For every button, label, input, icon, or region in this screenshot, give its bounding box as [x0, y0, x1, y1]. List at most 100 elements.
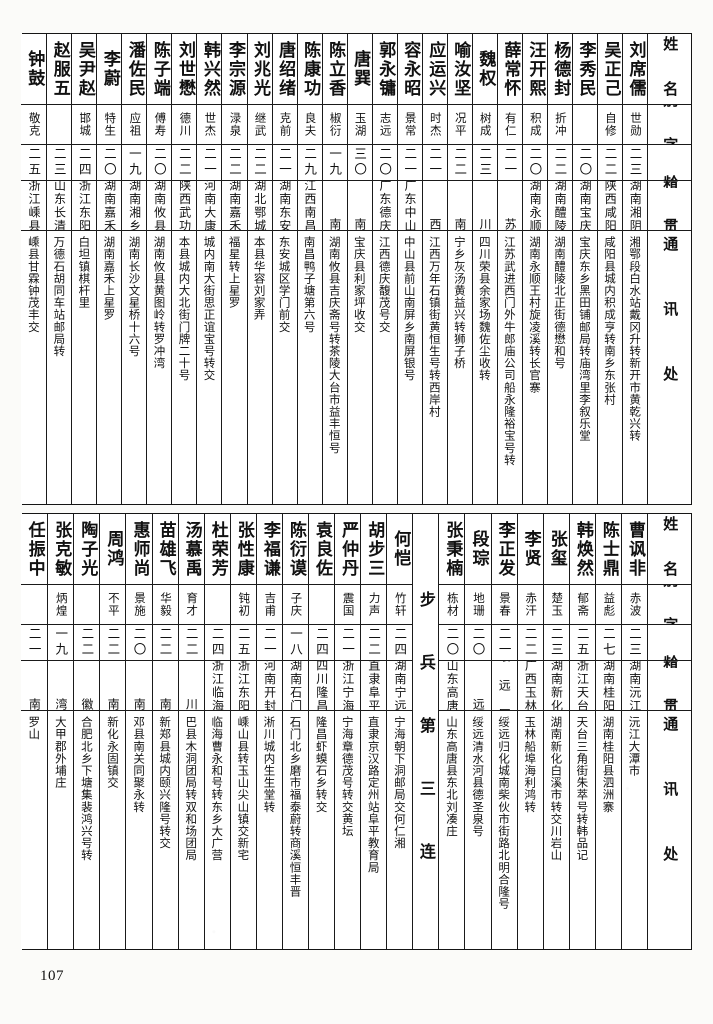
- roster-entry[interactable]: 张克敏 炳煌 一九台 湾大甲郡外埔庄: [47, 514, 74, 949]
- roster-entry[interactable]: 汤慕禹 育才 二二四 川巴县木洞团局转双和场团局: [177, 514, 204, 949]
- entry-alias-text: 傅寿: [153, 112, 168, 137]
- roster-entry[interactable]: 唐绍绪 克前 二一 湖南东安 东安城区学门前交: [271, 34, 297, 504]
- entry-address-text: 湘鄂段白水站戴冈升转新开市黄乾兴转: [628, 236, 643, 442]
- roster-entry[interactable]: 严仲丹 震国 二一 浙江宁海 宁海章德茂号转交黄坛: [334, 514, 361, 949]
- entry-name: 陈子端: [147, 34, 172, 105]
- entry-address: 湖南醴陵北正街德懋和号: [548, 231, 572, 504]
- entry-address-text: 邓县南关同聚永转: [132, 716, 147, 813]
- roster-entry[interactable]: 陶子光 二二安 徽合肥北乡下塘集裴鸿兴号转: [73, 514, 100, 949]
- roster-entry[interactable]: 李秀民 二〇 湖南宝庆 宝庆东乡黑田铺邮局转庙湾里李叙乐堂: [571, 34, 597, 504]
- entry-address-text: 大甲郡外埔庄: [53, 716, 68, 789]
- entry-name: 钟鼓: [21, 34, 47, 105]
- entry-place-text: 河南开封: [262, 661, 277, 711]
- entry-address: 宁海朝下洞邮局交何仁湘: [387, 711, 412, 949]
- roster-entry[interactable]: 刘兆光 继武 二二 湖北鄂城 本县华容刘家弄: [246, 34, 272, 504]
- roster-entry[interactable]: 惠师尚 景施 二〇河 南邓县南关同聚永转: [125, 514, 152, 949]
- entry-name: 段琮: [465, 514, 491, 585]
- entry-alias-text: 良夫: [303, 112, 318, 137]
- entry-place-text: 绥 远 区: [497, 661, 512, 711]
- roster-entry[interactable]: 苗雄飞 华毅 二二河 南新郑县城内颐兴隆号转交: [151, 514, 178, 949]
- entry-age-text: 二〇: [444, 627, 460, 658]
- entry-alias-text: 克前: [278, 112, 293, 137]
- entry-address-text: 江西德庆馥茂号交: [377, 236, 392, 333]
- roster-entry[interactable]: 陈立香 椒衍 一九湖 南湖南攸县吉庆斋号转茶陵大台市益丰恒号: [321, 34, 347, 504]
- roster-entry[interactable]: 吴正己 自修 二二 陕西咸阳 咸阳县城内积成亨转南乡东张村: [596, 34, 622, 504]
- entry-age: 二〇: [97, 145, 122, 181]
- header-address: 通 讯 处: [648, 231, 691, 504]
- roster-entry[interactable]: 杨德封 折冲 二二 湖南醴陵 湖南醴陵北正街德懋和号: [546, 34, 572, 504]
- roster-entry[interactable]: 韩兴然 世杰 二一 河南大康 城内南大街思正谊宝号转交: [196, 34, 222, 504]
- entry-name: 严仲丹: [335, 514, 361, 585]
- entry-age-text: 二三: [477, 147, 493, 178]
- entry-alias-text: 栋材: [445, 592, 460, 617]
- roster-entry[interactable]: 李宗源 渌泉 二二 湖南嘉禾 福星转上星罗: [221, 34, 247, 504]
- entry-address: 石门北乡磨市福泰蔚转商溪恒丰晋: [283, 711, 308, 949]
- entry-age-text: 二一: [201, 147, 217, 178]
- entry-address: 东安城区学门前交: [273, 231, 297, 504]
- entry-address: 南昌鸭子塘第六号: [298, 231, 322, 504]
- roster-entry[interactable]: 任振中 二一河 南罗山: [21, 514, 48, 949]
- entry-name-text: 李秀民: [575, 40, 596, 98]
- entry-place-text: 湖南湘乡: [127, 181, 142, 231]
- roster-entry[interactable]: 钟鼓 敬克 二五 浙江嵊县 嵊县甘霖钟茂丰交: [21, 34, 47, 504]
- entry-place-text: 湖北鄂城: [252, 181, 267, 231]
- roster-entry[interactable]: 段琮 地珊 二〇绥 远绥远清水河县德圣泉号: [464, 514, 491, 949]
- entry-place: 湖南东安: [272, 181, 297, 231]
- roster-entry[interactable]: 韩焕然 郁斋 二五 浙江天台 天台三角街朱萃号转韩品记: [568, 514, 595, 949]
- roster-entry[interactable]: 周鸿 不平 二二湖 南新化永固镇交: [99, 514, 126, 949]
- entry-address: 宁海章德茂号转交黄坛: [335, 711, 360, 949]
- roster-entry[interactable]: 薛常怀 有仁 二一江 苏江苏武进西门外牛郎庙公司船永隆裕宝号转: [496, 34, 522, 504]
- entry-age-text: 二一: [26, 627, 42, 658]
- entry-address-text: 南昌鸭子塘第六号: [302, 236, 317, 333]
- roster-entry[interactable]: 张性康 钝初 二五 浙江东阳 嵊山县转玉山尖山镇交新宅: [229, 514, 256, 949]
- roster-entry[interactable]: 潘佐民 应祖 一九 湖南湘乡 湖南长沙文星桥十六号: [121, 34, 147, 504]
- roster-entry[interactable]: 曹讽非 赤波 二三 湖南沅江 沅江大潭市: [620, 514, 647, 949]
- roster-entry[interactable]: 陈康功 良夫 二九 江西南昌 南昌鸭子塘第六号: [296, 34, 322, 504]
- roster-entry[interactable]: 张秉楠 栋材 二〇 山东高唐 山东高唐县东北刘凑庄: [438, 514, 465, 949]
- roster-entry[interactable]: 容永昭 景常 二一 广东中山 中山县前山南屏乡南屏银号: [396, 34, 422, 504]
- roster-entry[interactable]: 喻汝坚 况平 二二湖 南宁乡灰汤黄益兴转狮子桥: [446, 34, 472, 504]
- entry-name-text: 何恺: [390, 530, 411, 568]
- roster-entry[interactable]: 刘世懋 德川 二二 陕西武功 本县城内大北街门牌二十号: [171, 34, 197, 504]
- entry-name-text: 苗雄飞: [155, 520, 176, 578]
- roster-entry[interactable]: 李正发 景春 二一绥 远 区绥远归化城南柴伙市街路北明合隆号: [490, 514, 517, 949]
- roster-entry[interactable]: 李福谦 吉甫 二一 河南开封 淅川城内生生堂转: [255, 514, 282, 949]
- entry-address-text: 白坦镇棋杆里: [77, 236, 92, 309]
- roster-entry[interactable]: 刘席儒 世勋 二三 湖南湘阴 湘鄂段白水站戴冈升转新开市黄乾兴转: [621, 34, 647, 504]
- roster-entry[interactable]: 李蔚 特生 二〇 湖南嘉禾 湖南嘉禾上星罗: [96, 34, 122, 504]
- roster-entry[interactable]: 魏权 树成 二三四 川四川荣县余家场魏佐尘收转: [471, 34, 497, 504]
- entry-age-text: 二二: [602, 147, 618, 178]
- roster-entry[interactable]: 陈士鼎 益彪 二七 湖南桂阳 湖南桂阳县泗洲寨: [594, 514, 621, 949]
- roster-entry[interactable]: 赵服五 二三 山东长清 万德石胡同车站邮局转: [46, 34, 72, 504]
- entry-address-text: 临海曹永和号转东乡大广营: [210, 716, 225, 862]
- roster-table-top: 姓 名别 字年 龄籍 贯通 讯 处刘席儒 世勋 二三 湖南湘阴 湘鄂段白水站戴冈升转新开…: [21, 33, 692, 505]
- roster-entry[interactable]: 汪开熙 积成 二〇 湖南永顺 湖南永顺王村旋凌溪转长官寨: [521, 34, 547, 504]
- roster-entry[interactable]: 胡步三 力声 二二 直隶阜平 直隶京汉路定州站阜平教育局: [360, 514, 387, 949]
- roster-entry[interactable]: 吴尹赵 邯城 二四 浙江东阳 白坦镇棋杆里: [71, 34, 97, 504]
- roster-entry[interactable]: 何恺 竹轩 二四 湖南宁远 宁海朝下洞邮局交何仁湘: [386, 514, 413, 949]
- roster-entry[interactable]: 杜荣芳 二四 浙江临海 临海曹永和号转东乡大广营: [203, 514, 230, 949]
- entry-name-text: 袁良佐: [312, 520, 333, 578]
- roster-entry[interactable]: 李贤 赤汗 二二 广西玉林 玉林船埠海利鸿转: [516, 514, 543, 949]
- entry-address-text: 宁海朝下洞邮局交何仁湘: [392, 716, 407, 850]
- entry-place-text: 台 湾: [53, 661, 68, 711]
- roster-entry[interactable]: 应运兴 时杰 二一江 西江西万年石镇街黄恒生号转西岸村: [421, 34, 447, 504]
- entry-alias: 不平: [100, 585, 126, 625]
- roster-entry[interactable]: 郭永镛 志远 二〇 广东德庆 江西德庆馥茂号交: [371, 34, 397, 504]
- entry-place: 湖南嘉禾: [97, 181, 122, 231]
- roster-entry[interactable]: 张玺 楚玉 二三 湖南新化 湖南新化白溪市转交川岩山: [542, 514, 569, 949]
- roster-entry[interactable]: 陈子端 傅寿 二〇 湖南攸县 湖南攸县黄图岭转罗冲湾: [146, 34, 172, 504]
- entry-age: 二〇: [572, 145, 597, 181]
- roster-entry[interactable]: 袁良佐 二四 四川隆昌 隆昌虾蟆石乡转交: [307, 514, 335, 949]
- entry-address: 新郑县城内颐兴隆号转交: [153, 711, 178, 949]
- entry-place: 湖南宝庆: [572, 181, 597, 231]
- entry-alias: 树成: [472, 105, 497, 145]
- entry-place: 广东德庆: [372, 181, 397, 231]
- entry-alias: 赤汗: [517, 585, 543, 625]
- entry-address-text: 万德石胡同车站邮局转: [52, 236, 67, 357]
- entry-age-text: 二二: [79, 627, 95, 658]
- roster-entry[interactable]: 唐巽 玉湖 三〇湖 南宝庆县利家坪收交: [346, 34, 372, 504]
- entry-alias: 傅寿: [147, 105, 172, 145]
- entry-place: 浙江嵊县: [21, 181, 47, 231]
- roster-entry[interactable]: 陈衍谟 子庆 一八 湖南石门 石门北乡磨市福泰蔚转商溪恒丰晋: [281, 514, 308, 949]
